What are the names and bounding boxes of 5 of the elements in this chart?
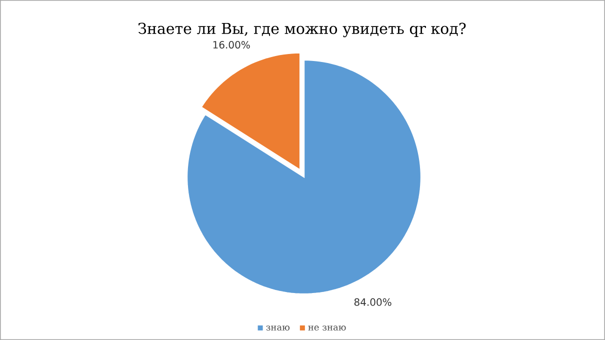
chart-title: Знаете ли Вы, где можно увидеть qr код? bbox=[138, 22, 466, 38]
legend-label: не знаю bbox=[308, 326, 346, 331]
data-label: 84.00% bbox=[354, 298, 392, 306]
data-label: 16.00% bbox=[213, 40, 250, 49]
legend-label: знаю bbox=[266, 326, 290, 331]
